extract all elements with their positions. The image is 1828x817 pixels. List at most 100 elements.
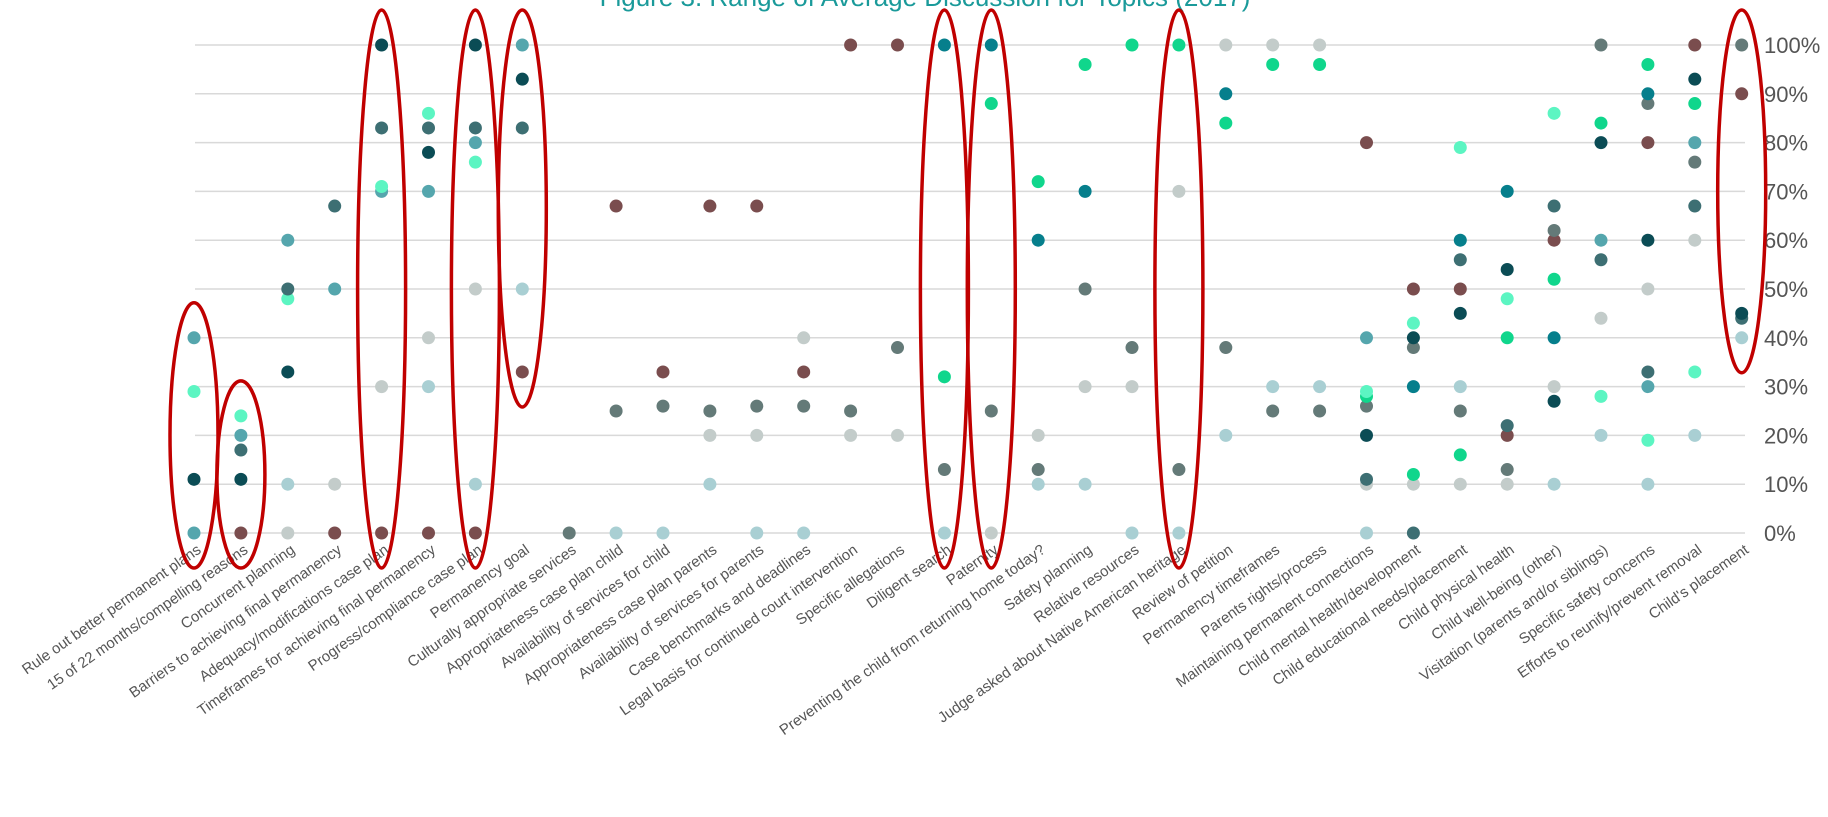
data-point	[1172, 463, 1186, 477]
data-point	[1125, 380, 1139, 394]
data-point	[1360, 384, 1373, 398]
y-tick-label: 30%	[1764, 375, 1808, 400]
data-point	[1172, 526, 1186, 540]
data-point	[422, 331, 435, 345]
data-point	[1453, 448, 1467, 462]
data-point	[1594, 253, 1608, 267]
highlight-ellipse	[355, 8, 408, 570]
data-point	[1453, 282, 1467, 296]
data-point	[1453, 306, 1467, 320]
highlight-ellipse	[1715, 8, 1768, 375]
data-point	[187, 331, 201, 345]
data-point	[468, 121, 482, 135]
data-point	[703, 477, 717, 491]
data-point	[1219, 428, 1233, 442]
data-point	[1453, 477, 1467, 491]
data-point	[468, 38, 482, 52]
data-point	[281, 526, 295, 540]
data-point	[1406, 331, 1420, 345]
data-point	[1547, 380, 1561, 394]
data-point	[1078, 477, 1092, 491]
data-point	[1360, 428, 1373, 442]
data-point	[1313, 380, 1327, 394]
x-category-label: Diligent search	[864, 541, 955, 612]
data-point	[281, 365, 295, 379]
data-point	[891, 341, 904, 355]
data-point	[1500, 292, 1514, 306]
data-point	[1641, 477, 1655, 491]
data-point	[609, 526, 623, 540]
data-point	[1453, 404, 1467, 418]
y-tick-label: 80%	[1764, 131, 1808, 156]
data-point	[328, 199, 342, 213]
data-point	[1219, 87, 1233, 101]
data-point	[515, 282, 529, 296]
data-point	[703, 404, 717, 418]
data-point	[656, 365, 670, 379]
data-point	[797, 526, 811, 540]
data-point	[1594, 389, 1608, 403]
data-point	[1641, 97, 1655, 111]
data-point	[1641, 87, 1655, 101]
highlight-ellipse	[215, 379, 267, 570]
data-point	[750, 399, 764, 413]
data-point	[1031, 463, 1045, 477]
y-tick-label: 20%	[1764, 423, 1808, 448]
data-point	[1500, 428, 1514, 442]
data-point	[609, 199, 623, 213]
data-point	[1641, 282, 1655, 296]
data-point	[422, 106, 435, 120]
data-point	[1547, 199, 1561, 213]
data-point	[750, 526, 764, 540]
data-point	[797, 331, 811, 345]
highlight-ellipses	[168, 8, 1768, 570]
data-point	[1125, 38, 1139, 52]
highlight-ellipse	[496, 8, 549, 409]
data-point	[937, 38, 951, 52]
data-point	[1360, 331, 1373, 345]
data-point	[703, 199, 717, 213]
data-point	[1406, 316, 1420, 330]
data-point	[234, 472, 248, 486]
data-point	[234, 428, 248, 442]
data-point	[1500, 262, 1514, 276]
data-point	[1547, 272, 1561, 286]
data-point	[1219, 38, 1233, 52]
data-point	[468, 477, 482, 491]
data-point	[281, 282, 295, 296]
data-point	[1688, 97, 1702, 111]
data-point	[187, 384, 201, 398]
data-point	[797, 399, 811, 413]
data-point	[1641, 136, 1655, 150]
data-point	[1406, 380, 1420, 394]
data-point	[1735, 38, 1749, 52]
data-point	[1313, 404, 1327, 418]
data-point	[609, 404, 623, 418]
data-point	[1078, 282, 1092, 296]
data-point	[422, 526, 435, 540]
data-point	[1688, 365, 1702, 379]
data-point	[1453, 253, 1467, 267]
y-tick-label: 100%	[1764, 33, 1820, 58]
data-point	[375, 380, 389, 394]
data-point	[1500, 463, 1514, 477]
data-point	[234, 443, 248, 457]
data-point	[1641, 365, 1655, 379]
data-points	[187, 38, 1749, 540]
highlight-ellipse	[965, 8, 1018, 570]
highlight-ellipse	[1153, 8, 1205, 570]
data-point	[375, 38, 389, 52]
data-point	[422, 380, 435, 394]
data-point	[422, 184, 435, 198]
data-point	[937, 526, 951, 540]
data-point	[375, 180, 389, 194]
data-point	[1547, 106, 1561, 120]
y-tick-label: 0%	[1764, 521, 1796, 546]
data-point	[1500, 184, 1514, 198]
data-point	[1688, 233, 1702, 247]
data-point	[891, 38, 904, 52]
data-point	[1031, 477, 1045, 491]
data-point	[1266, 404, 1280, 418]
data-point	[937, 370, 951, 384]
data-point	[703, 428, 717, 442]
